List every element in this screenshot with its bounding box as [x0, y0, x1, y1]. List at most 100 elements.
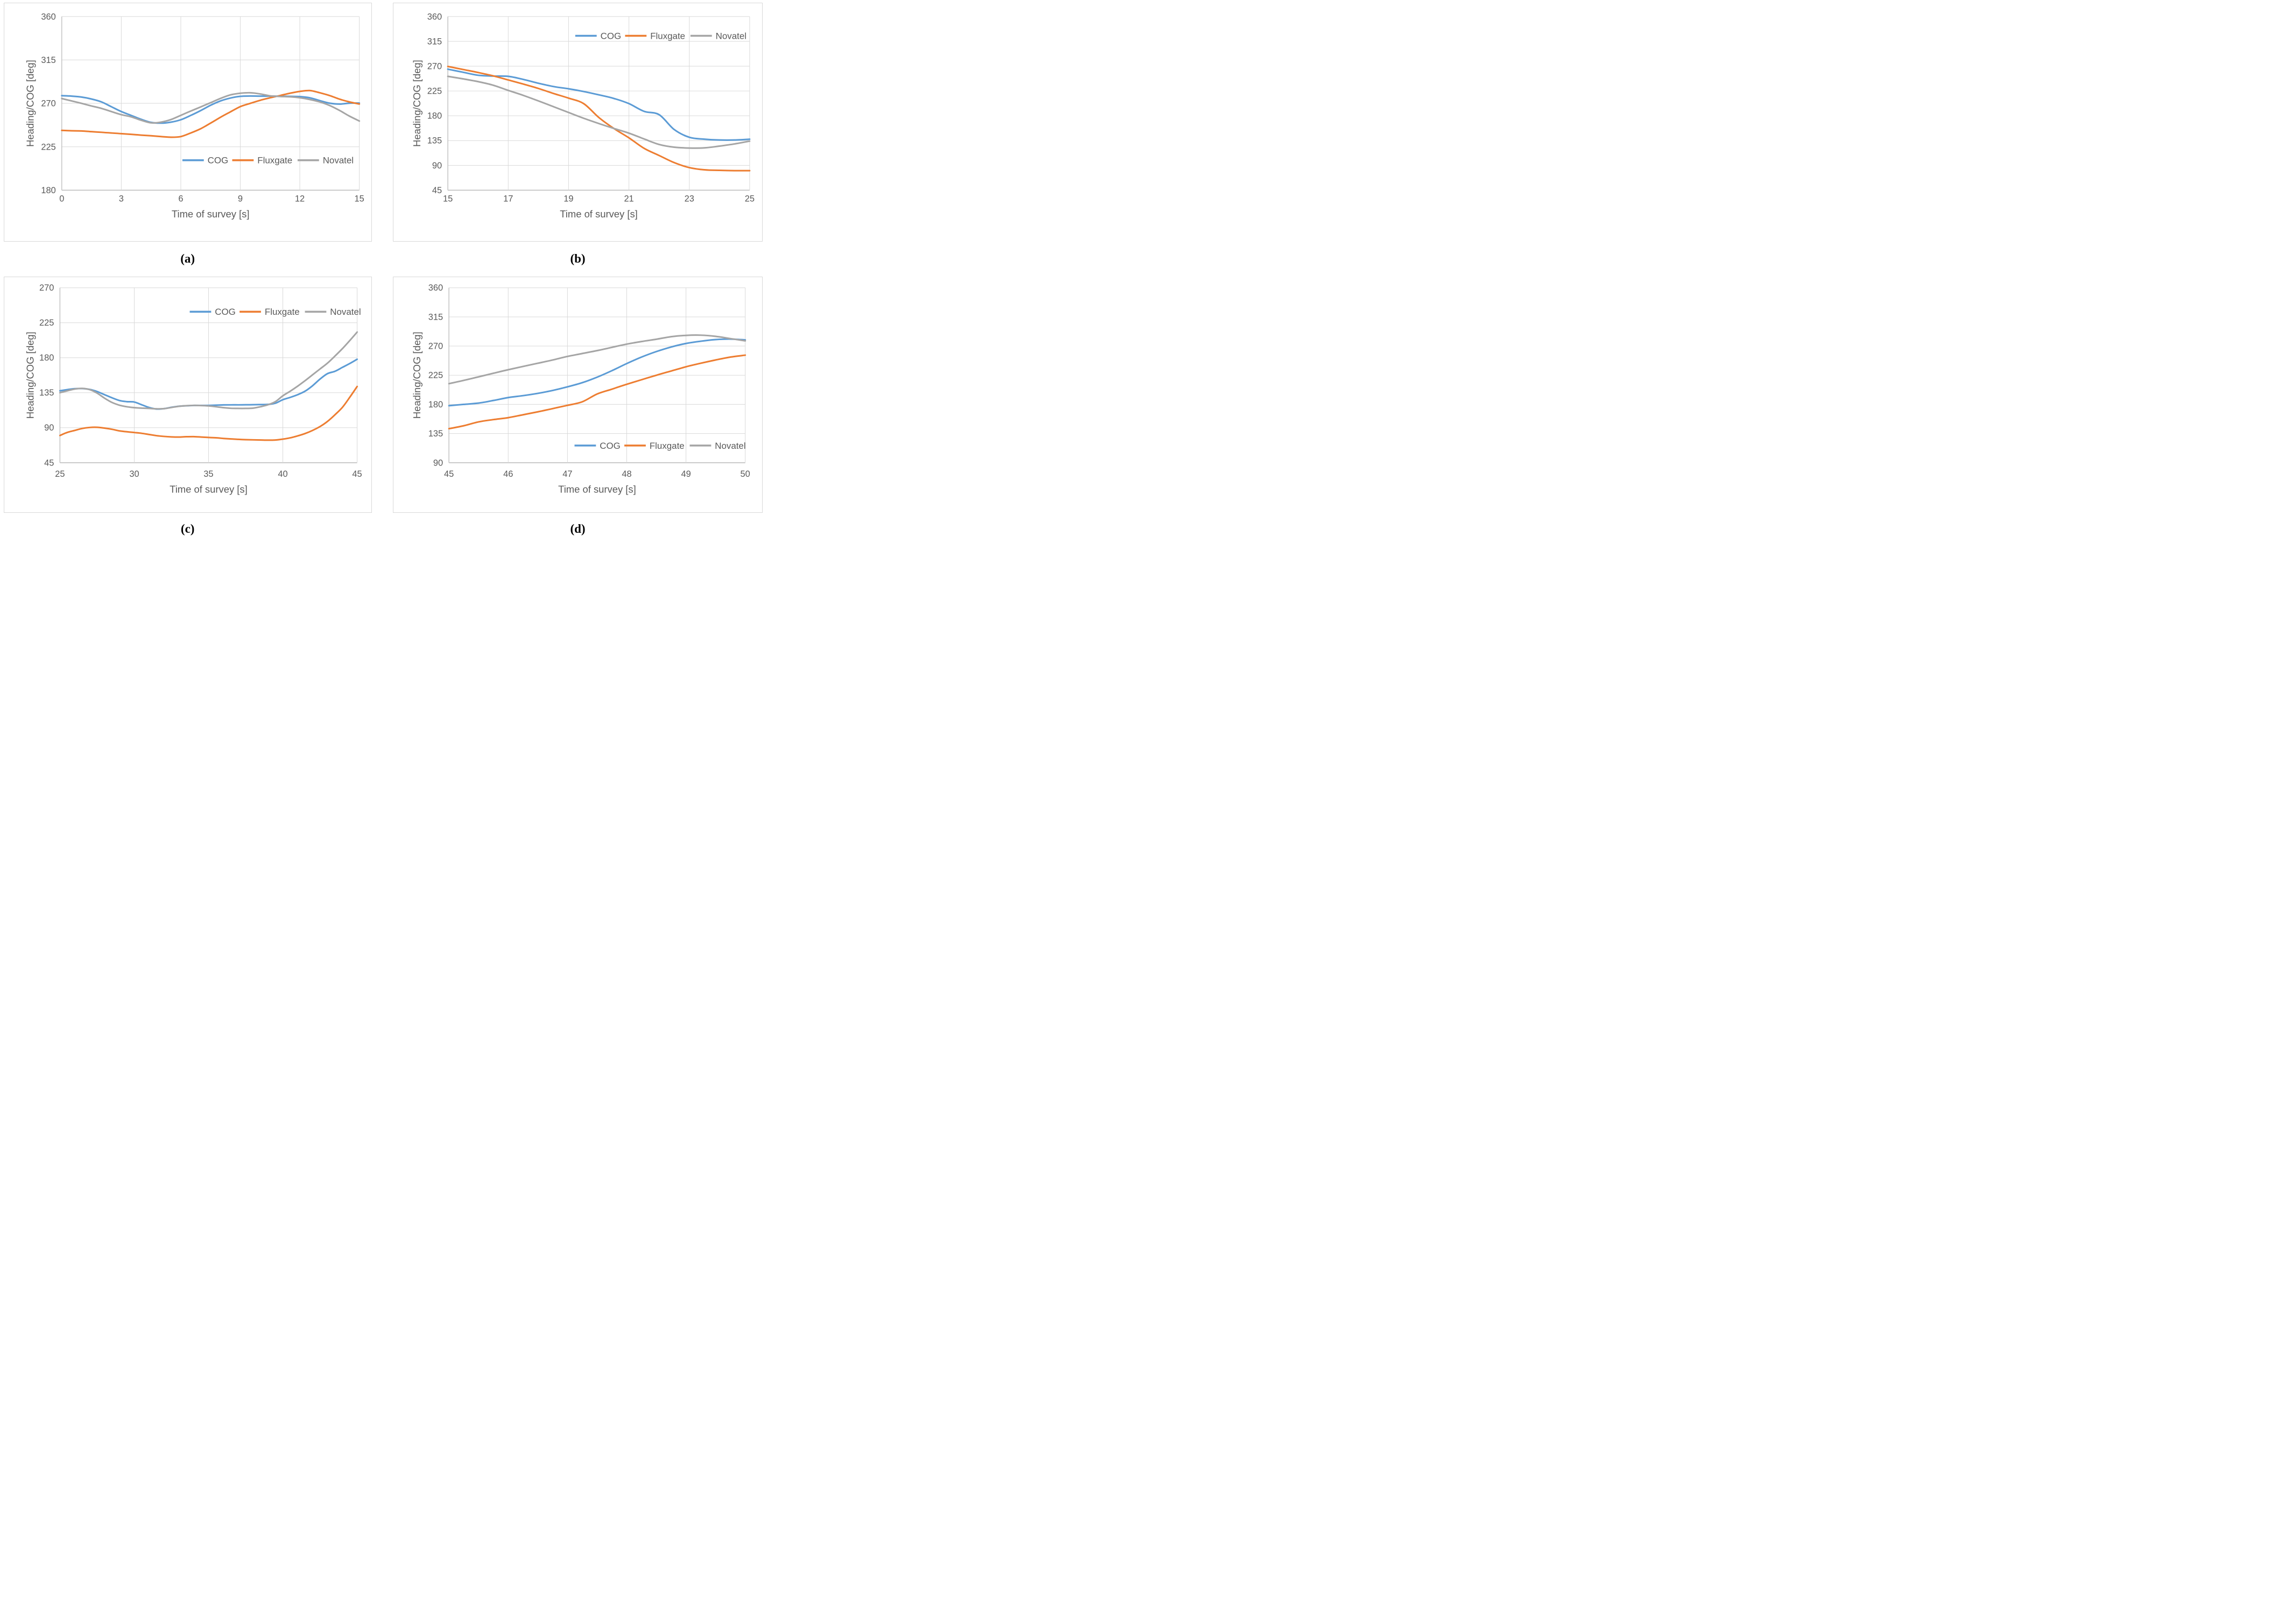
- cog-line: [448, 338, 746, 407]
- legend-cog-label: COG: [601, 31, 622, 41]
- x-tick-label: 17: [503, 194, 513, 204]
- series-lines: [59, 331, 358, 441]
- x-tick-label: 9: [238, 194, 243, 204]
- y-axis-title: Heading/COG [deg]: [411, 332, 422, 419]
- x-tick-label: 50: [741, 469, 750, 479]
- fluxgate-line: [60, 89, 360, 138]
- series-lines: [447, 65, 751, 172]
- y-tick-label: 360: [41, 12, 55, 22]
- x-tick-label: 45: [352, 469, 362, 479]
- x-tick-label: 15: [443, 194, 453, 204]
- y-tick-label: 180: [428, 400, 443, 410]
- legend-novatel-label: Novatel: [322, 156, 353, 166]
- x-axis-title: Time of survey [s]: [170, 483, 248, 495]
- gridlines: [59, 287, 357, 463]
- y-tick-label: 90: [44, 423, 54, 433]
- x-tick-label: 6: [178, 194, 183, 204]
- chart-a-heading-vs-time: 0 3 6 9 12 15 180 225 270 315 360 Time of survey [s…: [24, 12, 364, 220]
- legend-novatel-label: Novatel: [715, 441, 745, 451]
- legend-fluxgate-label: Fluxgate: [265, 307, 300, 317]
- tick-labels: 0 3 6 9 12 15 180 225 270 315 360: [41, 12, 364, 203]
- y-tick-label: 45: [432, 186, 442, 195]
- x-axis-title: Time of survey [s]: [560, 208, 638, 220]
- legend: COG Fluxgate Novatel: [575, 31, 746, 41]
- x-axis-title: Time of survey [s]: [172, 208, 250, 220]
- y-tick-label: 135: [427, 136, 442, 146]
- y-tick-label: 225: [39, 318, 54, 328]
- tick-labels: 15 17 19 21 23 25 45 90 135 180 225 270 315 360: [427, 12, 755, 203]
- y-tick-label: 270: [41, 99, 55, 109]
- novatel-line: [448, 334, 746, 385]
- y-tick-label: 180: [39, 353, 54, 363]
- legend: COG Fluxgate Novatel: [182, 156, 354, 166]
- y-tick-label: 225: [41, 142, 55, 152]
- x-tick-label: 35: [203, 469, 213, 479]
- figure-panel: 0 3 6 9 12 15 180 225 270 315 360 Time of survey [s…: [0, 0, 765, 541]
- y-tick-label: 90: [432, 161, 442, 171]
- tick-labels: 25 30 35 40 45 45 90 135 180 225 270: [39, 283, 362, 479]
- legend-fluxgate-label: Fluxgate: [257, 156, 292, 166]
- y-axis-title: Heading/COG [deg]: [411, 60, 422, 147]
- y-tick-label: 360: [428, 283, 443, 293]
- x-tick-label: 19: [564, 194, 573, 204]
- fluxgate-line: [447, 65, 751, 172]
- y-axis-title: Heading/COG [deg]: [24, 60, 36, 147]
- x-tick-label: 0: [59, 194, 64, 204]
- legend-cog-label: COG: [215, 307, 236, 317]
- x-tick-label: 12: [295, 194, 305, 204]
- legend-novatel-label: Novatel: [716, 31, 746, 41]
- caption-c: (c): [180, 522, 195, 535]
- caption-d: (d): [570, 522, 586, 535]
- legend-fluxgate-label: Fluxgate: [650, 441, 685, 451]
- legend: COG Fluxgate Novatel: [574, 441, 746, 451]
- y-tick-label: 315: [428, 312, 443, 322]
- y-tick-label: 90: [433, 458, 443, 468]
- y-tick-label: 45: [44, 458, 54, 468]
- caption-b: (b): [570, 252, 586, 265]
- gridlines: [448, 287, 746, 463]
- gridlines: [61, 16, 360, 191]
- y-tick-label: 315: [427, 37, 442, 46]
- x-tick-label: 15: [354, 194, 364, 204]
- novatel-line: [447, 75, 751, 149]
- x-tick-label: 25: [745, 194, 755, 204]
- chart-b-heading-vs-time: 15 17 19 21 23 25 45 90 135 180 225 270 315 360 Time o…: [411, 12, 755, 220]
- x-tick-label: 3: [118, 194, 123, 204]
- y-tick-label: 270: [39, 283, 54, 293]
- gridlines: [447, 16, 750, 191]
- legend-novatel-label: Novatel: [330, 307, 361, 317]
- series-lines: [448, 334, 746, 430]
- x-tick-label: 46: [503, 469, 513, 479]
- y-tick-label: 135: [39, 388, 54, 398]
- y-tick-label: 180: [41, 186, 55, 195]
- caption-a: (a): [180, 252, 195, 265]
- x-tick-label: 21: [624, 194, 633, 204]
- chart-c-box: 25 30 35 40 45 45 90 135 180 225 270 Time of survey…: [3, 277, 372, 513]
- y-tick-label: 270: [428, 341, 443, 351]
- novatel-line: [60, 91, 360, 124]
- x-tick-label: 25: [55, 469, 65, 479]
- x-tick-label: 40: [278, 469, 287, 479]
- novatel-line: [59, 331, 358, 410]
- chart-d-box: 45 46 47 48 49 50 90 135 180 225 270 315 360 Time of …: [393, 277, 763, 513]
- x-axis-title: Time of survey [s]: [558, 483, 636, 495]
- chart-b-box: 15 17 19 21 23 25 45 90 135 180 225 270 315 360 Time o…: [393, 3, 763, 242]
- x-tick-label: 45: [444, 469, 454, 479]
- chart-c-heading-vs-time: 25 30 35 40 45 45 90 135 180 225 270 Time of survey…: [24, 283, 362, 495]
- fluxgate-line: [59, 385, 358, 441]
- cog-line: [447, 68, 751, 141]
- y-axis-title: Heading/COG [deg]: [24, 332, 36, 419]
- y-tick-label: 270: [427, 61, 442, 71]
- fluxgate-line: [448, 354, 746, 430]
- x-tick-label: 49: [681, 469, 691, 479]
- tick-labels: 45 46 47 48 49 50 90 135 180 225 270 315 360: [428, 283, 750, 479]
- y-tick-label: 360: [427, 12, 442, 22]
- y-tick-label: 315: [41, 55, 55, 65]
- chart-d-heading-vs-time: 45 46 47 48 49 50 90 135 180 225 270 315 360 Time of …: [411, 283, 750, 495]
- chart-a-box: 0 3 6 9 12 15 180 225 270 315 360 Time of survey [s…: [3, 3, 372, 242]
- legend: COG Fluxgate Novatel: [189, 307, 361, 317]
- legend-fluxgate-label: Fluxgate: [650, 31, 685, 41]
- x-tick-label: 47: [562, 469, 572, 479]
- y-tick-label: 135: [428, 429, 443, 439]
- x-tick-label: 23: [685, 194, 694, 204]
